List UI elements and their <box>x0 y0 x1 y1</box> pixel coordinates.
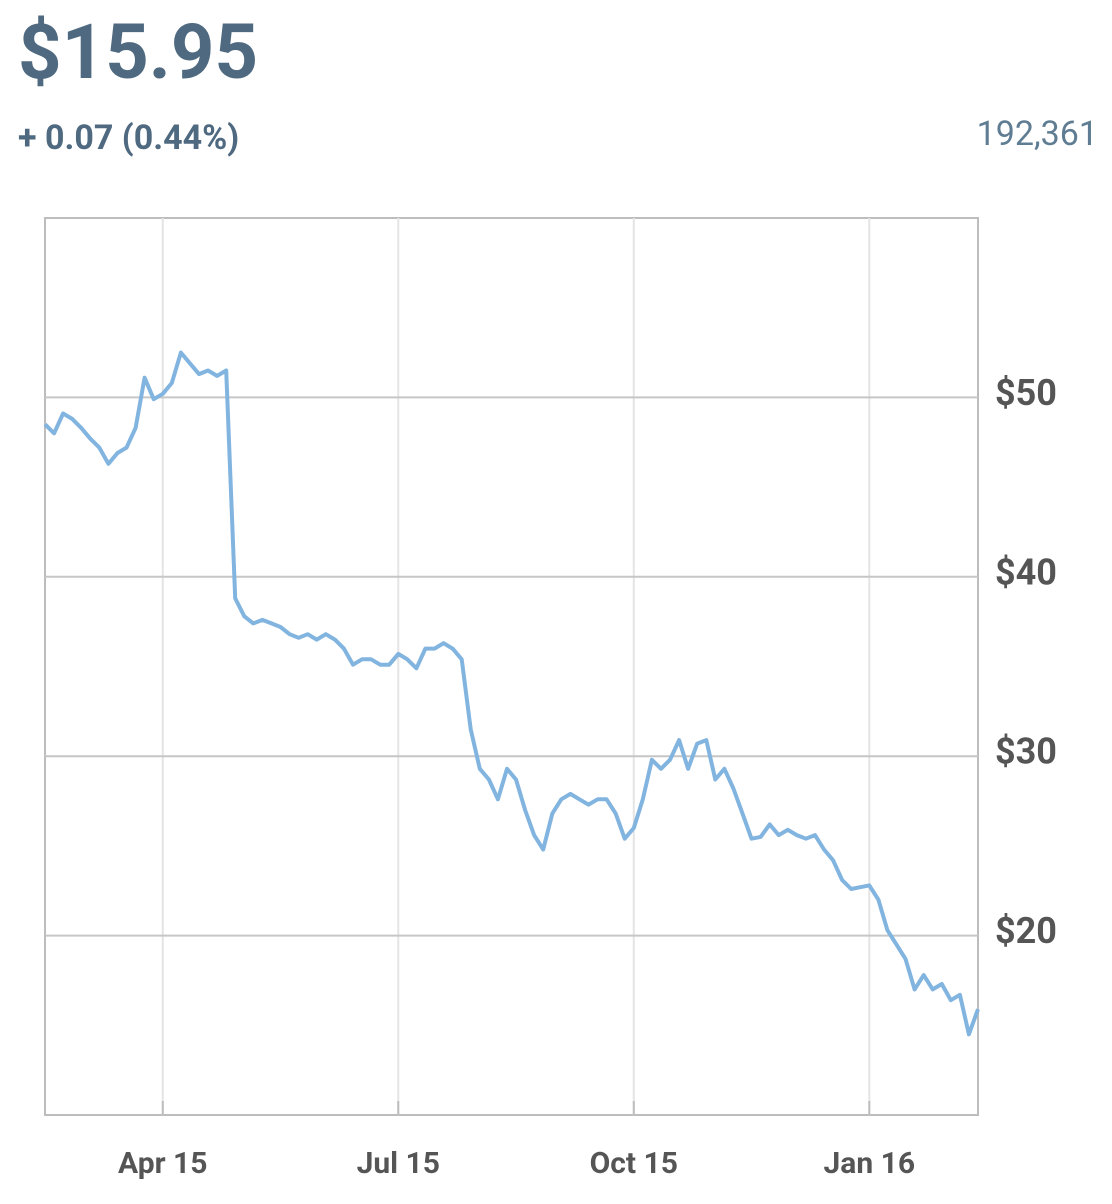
y-tick-label: $50 <box>995 372 1057 414</box>
volume: 192,361 <box>977 114 1098 154</box>
x-tick-label: Apr 15 <box>118 1146 207 1181</box>
price-line <box>43 350 980 1037</box>
y-tick-label: $30 <box>995 731 1057 773</box>
x-tick-label: Jul 15 <box>357 1146 440 1181</box>
price-change: + 0.07 (0.44%) <box>18 118 239 158</box>
price: $15.95 <box>18 7 258 97</box>
x-tick-label: Jan 16 <box>824 1146 916 1181</box>
x-tick-label: Oct 15 <box>590 1146 678 1181</box>
y-tick-label: $40 <box>995 551 1057 593</box>
plot-frame <box>44 217 979 1116</box>
y-tick-label: $20 <box>995 910 1057 952</box>
